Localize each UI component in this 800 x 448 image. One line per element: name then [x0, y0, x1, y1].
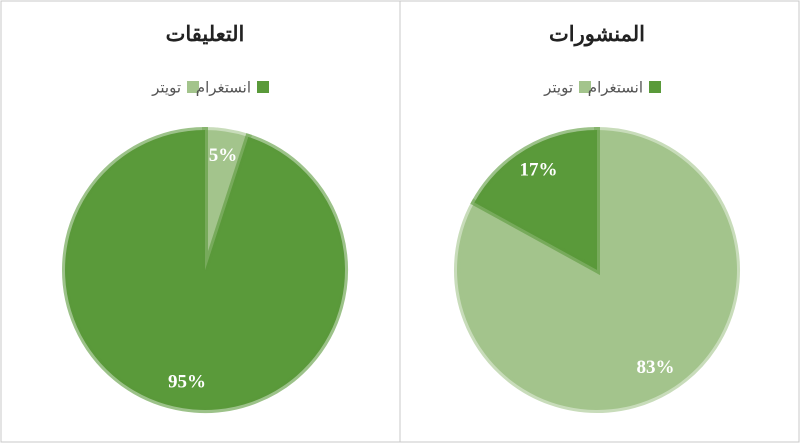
data-label: 5%	[209, 145, 238, 166]
data-label: 83%	[636, 357, 674, 378]
legend-swatch	[579, 81, 591, 93]
legend-swatch	[187, 81, 199, 93]
chart-title: المنشورات	[549, 22, 645, 47]
pie-slice	[470, 126, 600, 276]
legend-swatch	[649, 81, 661, 93]
legend-label: تويتر	[543, 79, 573, 97]
data-label: 17%	[520, 160, 558, 181]
chart-title: التعليقات	[166, 22, 245, 46]
legend-label: تويتر	[151, 79, 181, 97]
legend-label: انستغرام	[196, 79, 251, 97]
pie-slice	[62, 126, 348, 413]
legend-swatch	[257, 81, 269, 93]
data-label: 95%	[168, 372, 206, 393]
legend-label: انستغرام	[588, 79, 643, 97]
